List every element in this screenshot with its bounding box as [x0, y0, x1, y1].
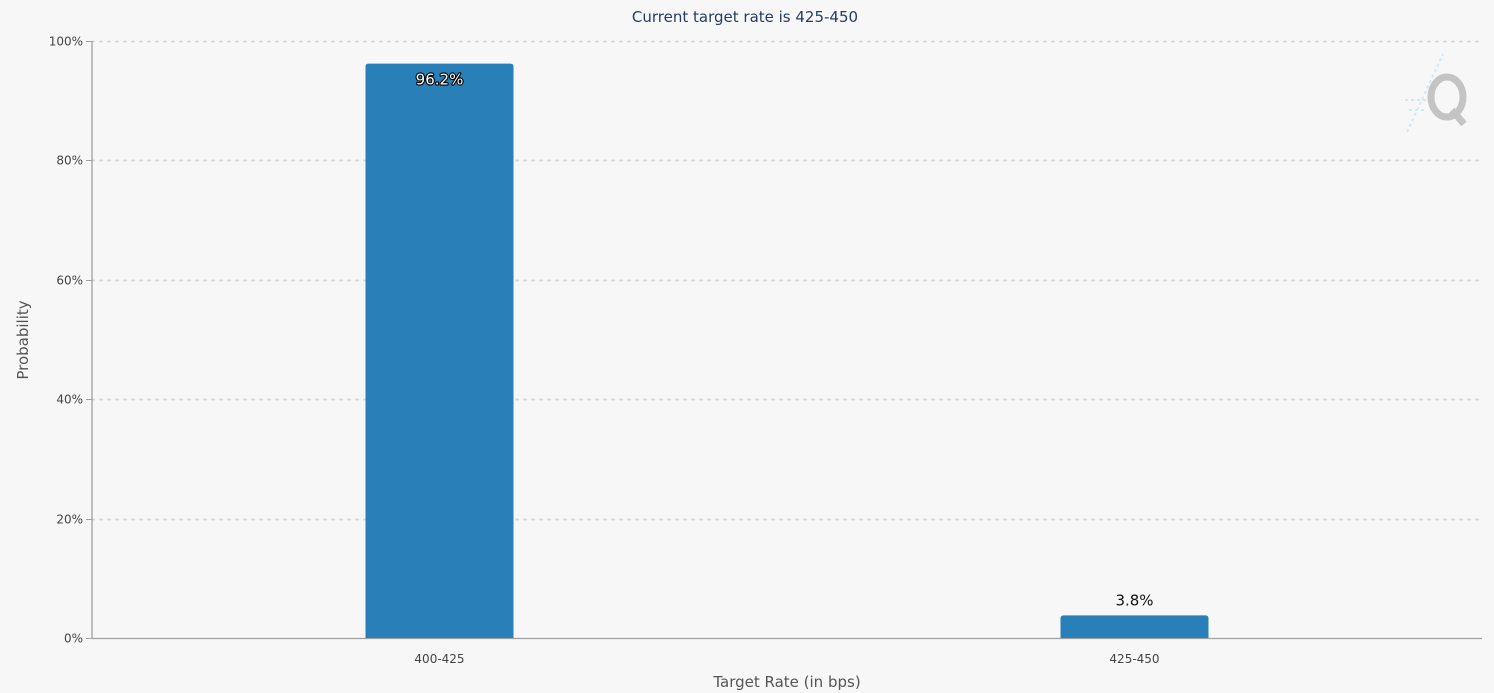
bar-400-425	[365, 63, 514, 639]
y-tick-label: 60%	[56, 274, 83, 288]
gridlines	[91, 40, 1483, 521]
y-axis-title: Probability	[14, 300, 32, 379]
bar-425-450	[1060, 615, 1209, 638]
data-label: 96.2%	[416, 71, 464, 89]
y-tick-label: 100%	[49, 35, 83, 49]
x-tick-label: 425-450	[1109, 652, 1159, 666]
y-axis-ticks: 0% 20% 40% 60% 80% 100%	[49, 35, 92, 646]
x-axis-title: Target Rate (in bps)	[712, 673, 860, 691]
chart-title: Current target rate is 425-450	[632, 8, 858, 26]
x-axis-labels: 400-425 425-450	[414, 652, 1159, 666]
y-tick-label: 80%	[56, 154, 83, 168]
x-tick-label: 400-425	[414, 652, 464, 666]
q-logo-icon	[1405, 53, 1467, 133]
y-tick-label: 0%	[64, 632, 83, 646]
y-tick-label: 40%	[56, 393, 83, 407]
y-tick-label: 20%	[56, 513, 83, 527]
data-label: 3.8%	[1115, 591, 1153, 609]
bars: 96.2% 3.8%	[365, 63, 1209, 639]
